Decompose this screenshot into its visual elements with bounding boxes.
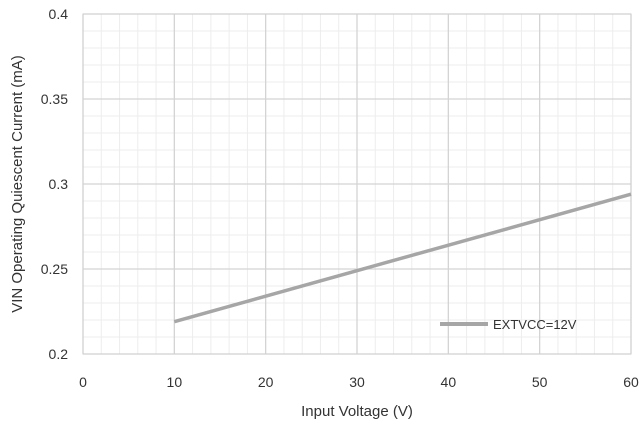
x-tick-labels: 0 10 20 30 40 50 60 — [79, 374, 639, 390]
x-tick-label: 40 — [441, 374, 457, 390]
x-tick-label: 10 — [167, 374, 183, 390]
y-tick-label: 0.2 — [49, 346, 69, 362]
legend-label: EXTVCC=12V — [493, 317, 577, 332]
series-layer — [173, 192, 632, 324]
series-line — [173, 192, 632, 324]
legend: EXTVCC=12V — [440, 317, 577, 332]
y-tick-label: 0.35 — [41, 91, 68, 107]
y-axis-title: VIN Operating Quiescent Current (mA) — [9, 55, 26, 313]
x-axis-title: Input Voltage (V) — [301, 403, 413, 420]
x-tick-label: 0 — [79, 374, 87, 390]
x-tick-label: 30 — [349, 374, 365, 390]
y-tick-labels: 0.2 0.25 0.3 0.35 0.4 — [41, 6, 68, 362]
y-tick-label: 0.4 — [49, 6, 69, 22]
y-tick-label: 0.3 — [49, 176, 69, 192]
y-tick-label: 0.25 — [41, 261, 68, 277]
x-tick-label: 50 — [532, 374, 548, 390]
x-tick-label: 20 — [258, 374, 274, 390]
plot-area-border — [82, 13, 632, 355]
x-tick-label: 60 — [623, 374, 639, 390]
